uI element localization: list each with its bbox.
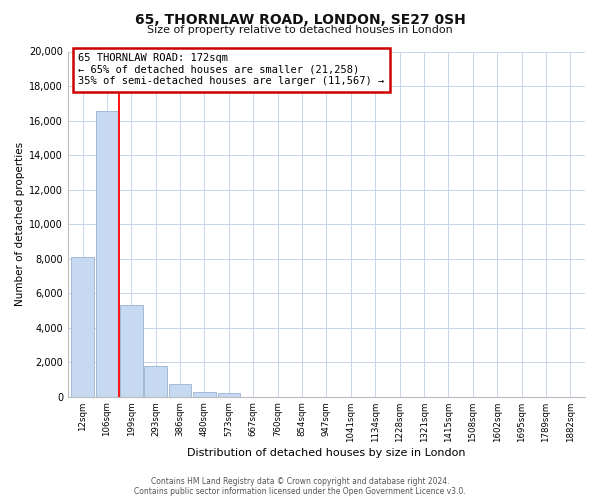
- Bar: [95, 111, 118, 397]
- Bar: [145, 366, 167, 396]
- Text: Size of property relative to detached houses in London: Size of property relative to detached ho…: [147, 25, 453, 35]
- Text: Contains HM Land Registry data © Crown copyright and database right 2024.
Contai: Contains HM Land Registry data © Crown c…: [134, 476, 466, 496]
- Y-axis label: Number of detached properties: Number of detached properties: [15, 142, 25, 306]
- Text: 65 THORNLAW ROAD: 172sqm
← 65% of detached houses are smaller (21,258)
35% of se: 65 THORNLAW ROAD: 172sqm ← 65% of detach…: [78, 53, 385, 86]
- Bar: [169, 384, 191, 396]
- Bar: [218, 392, 240, 396]
- Text: 65, THORNLAW ROAD, LONDON, SE27 0SH: 65, THORNLAW ROAD, LONDON, SE27 0SH: [134, 12, 466, 26]
- X-axis label: Distribution of detached houses by size in London: Distribution of detached houses by size …: [187, 448, 466, 458]
- Bar: [120, 305, 143, 396]
- Bar: [193, 392, 216, 396]
- Bar: [71, 257, 94, 396]
